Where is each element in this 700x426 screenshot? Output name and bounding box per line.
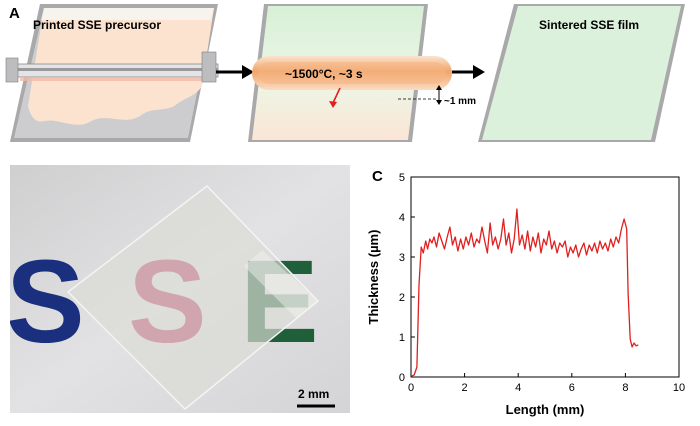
photo: S S E xyxy=(6,165,350,413)
y-tick-label: 1 xyxy=(399,332,405,344)
x-tick-label: 8 xyxy=(622,382,628,394)
step3-sintered-film: Sintered SSE film xyxy=(478,4,685,142)
blade-holder-left xyxy=(5,57,19,83)
scale-bar-label: 2 mm xyxy=(298,387,329,401)
background-letter-1: S xyxy=(6,236,85,368)
step2-caption: ~1500°C, ~3 s xyxy=(285,67,363,81)
x-tick-label: 4 xyxy=(515,382,521,394)
x-tick-label: 2 xyxy=(462,382,468,394)
sse-film-sample xyxy=(66,184,320,411)
x-tick-label: 6 xyxy=(569,382,575,394)
step3-caption: Sintered SSE film xyxy=(539,18,639,32)
panel-c-label: C xyxy=(372,168,383,185)
step1-caption: Printed SSE precursor xyxy=(33,18,161,32)
x-tick-label: 0 xyxy=(408,382,414,394)
plot-frame xyxy=(410,176,680,378)
gap-label: ~1 mm xyxy=(444,96,476,107)
step1-printed-precursor: Printed SSE precursor xyxy=(5,4,219,142)
axis-ticks: 0 2 4 6 8 10 0 1 2 3 4 5 xyxy=(399,172,685,394)
x-tick-label: 10 xyxy=(673,382,685,394)
panel-a: A Printed SSE precursor ~1500°C, ~3 s xyxy=(5,4,685,142)
y-axis-label: Thickness (µm) xyxy=(366,230,381,325)
x-axis-label: Length (mm) xyxy=(506,402,585,417)
y-tick-label: 2 xyxy=(399,292,405,304)
arrow-2 xyxy=(452,65,485,79)
blade-holder-right xyxy=(201,51,217,83)
sintered-film xyxy=(482,6,681,140)
y-tick-label: 5 xyxy=(399,172,405,184)
thickness-profile-line xyxy=(410,208,639,377)
panel-b: B S S E 2 mm xyxy=(6,165,350,413)
y-tick-label: 3 xyxy=(399,252,405,264)
arrow-1 xyxy=(216,65,254,79)
y-tick-label: 4 xyxy=(399,212,405,224)
heat-direction-arrow xyxy=(332,87,341,104)
panel-a-label: A xyxy=(9,5,20,22)
step2-heating: ~1500°C, ~3 s ~1 mm xyxy=(248,4,476,142)
y-tick-label: 0 xyxy=(399,372,405,384)
panel-c: C 0 2 4 6 8 10 0 1 2 3 4 5 Length (mm) Thickness (µ… xyxy=(366,168,685,417)
